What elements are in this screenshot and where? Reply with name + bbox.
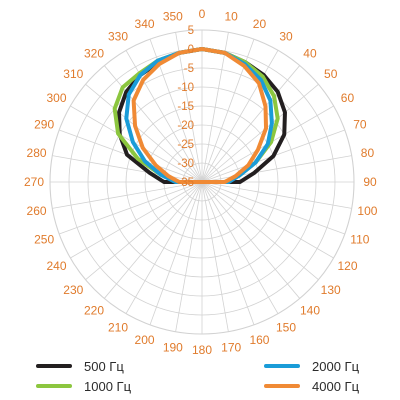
radial-tick-label: 5	[188, 25, 194, 37]
angle-tick-label: 0	[199, 7, 206, 21]
grid-ring	[106, 86, 298, 278]
angle-tick-labels: 0 102030405060708090100110120130140150160…	[24, 7, 378, 357]
angle-tick-label: 270	[24, 175, 44, 189]
angle-tick-label: 280	[27, 146, 47, 160]
angle-tick-label: 140	[300, 304, 320, 318]
grid-ring	[49, 29, 355, 335]
angle-tick-label: 340	[135, 17, 155, 31]
grid-ring	[125, 105, 279, 259]
angle-tick-label: 160	[249, 333, 269, 347]
radial-tick-label: -10	[177, 82, 194, 94]
radial-tick-label: -30	[177, 158, 194, 170]
angle-tick-label: 90	[363, 175, 377, 189]
polar-grid	[49, 29, 355, 335]
angle-tick-label: 230	[63, 283, 83, 297]
angle-tick-label: 260	[27, 204, 47, 218]
angle-tick-label: 10	[224, 10, 238, 24]
angle-tick-label: 290	[34, 118, 54, 132]
series-layer	[112, 47, 287, 184]
radial-tick-label: 0	[188, 44, 194, 56]
angle-tick-label: 190	[163, 340, 183, 354]
angle-tick-label: 150	[276, 320, 296, 334]
angle-tick-label: 70	[353, 118, 367, 132]
angle-tick-label: 120	[337, 259, 357, 273]
series-line-3	[131, 47, 269, 184]
angle-tick-label: 320	[84, 46, 104, 60]
angle-tick-label: 240	[46, 259, 66, 273]
angle-tick-label: 20	[253, 17, 267, 31]
angle-tick-label: 50	[324, 67, 338, 81]
angle-tick-label: 110	[350, 232, 369, 246]
angle-tick-label: 130	[321, 283, 341, 297]
angle-tick-label: 40	[303, 46, 317, 60]
angle-tick-label: 60	[341, 91, 355, 105]
angle-tick-label: 80	[361, 146, 375, 160]
angle-tick-label: 330	[108, 30, 128, 44]
angle-tick-label: 170	[221, 340, 241, 354]
angle-tick-label: 310	[63, 67, 83, 81]
angle-tick-label: 220	[84, 304, 104, 318]
radial-tick-label: -5	[184, 63, 194, 75]
angle-tick-label: 180	[192, 343, 212, 357]
radial-tick-label: -25	[177, 139, 194, 151]
grid-ring	[87, 67, 317, 297]
angle-tick-label: 250	[34, 232, 54, 246]
angle-tick-label: 200	[135, 333, 155, 347]
angle-tick-label: 100	[357, 204, 377, 218]
grid-ring	[144, 124, 260, 240]
angle-tick-label: 210	[108, 320, 128, 334]
angle-tick-label: 30	[279, 30, 293, 44]
angle-tick-label: 350	[163, 10, 183, 24]
radial-tick-labels: 5 0 -5 -10 -15 -20 -25 -30 -35	[177, 25, 194, 189]
radial-tick-label: -15	[177, 101, 194, 113]
radial-tick-label: -35	[177, 177, 194, 189]
radial-tick-label: -20	[177, 120, 194, 132]
angle-tick-label: 300	[46, 91, 66, 105]
